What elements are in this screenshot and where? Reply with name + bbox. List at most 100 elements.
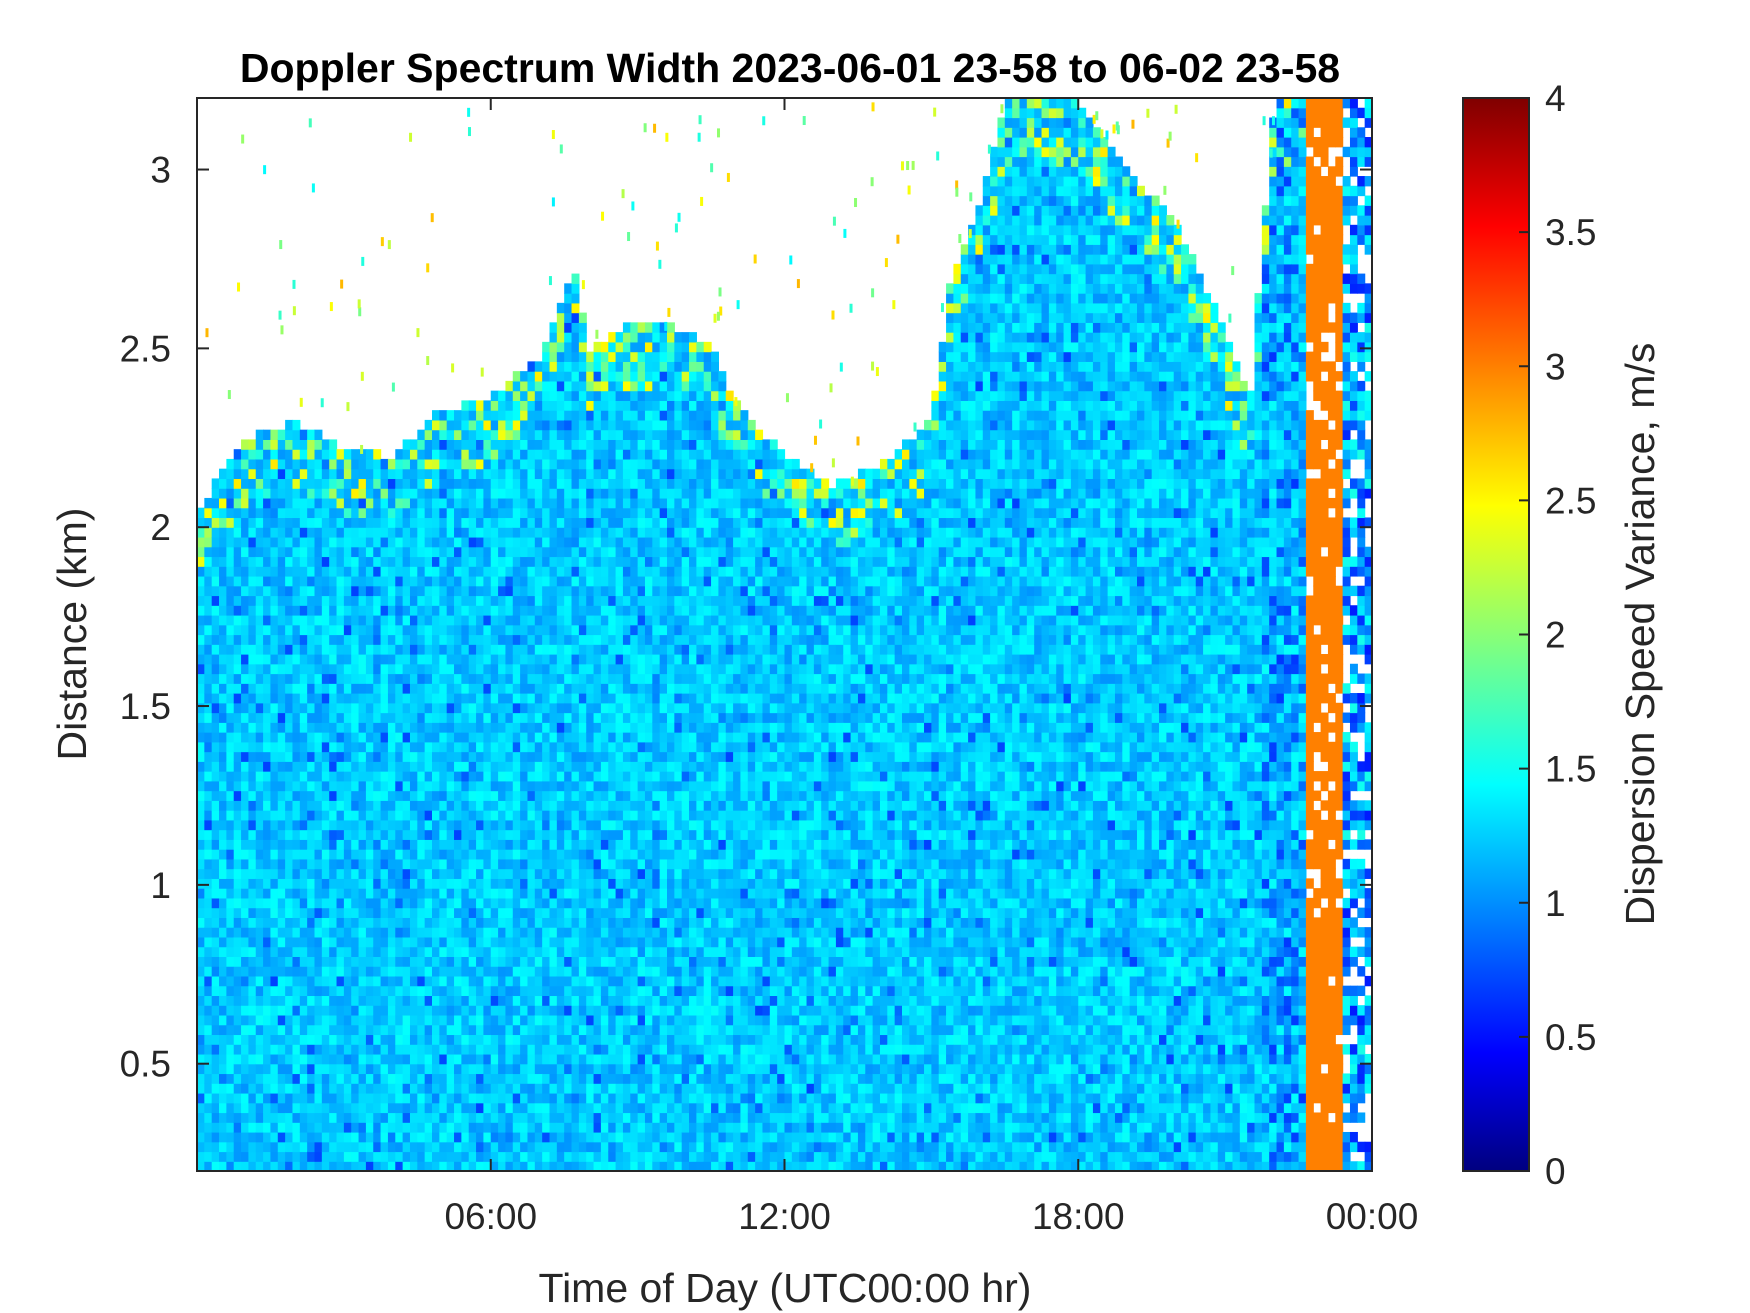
heatmap-cell bbox=[402, 712, 411, 723]
heatmap-cell bbox=[527, 693, 536, 704]
heatmap-cell bbox=[615, 429, 624, 440]
heatmap-cell bbox=[432, 429, 440, 440]
heatmap-cell bbox=[622, 634, 631, 645]
heatmap-cell bbox=[622, 341, 631, 353]
heatmap-cell bbox=[549, 1034, 558, 1045]
heatmap-cell bbox=[564, 732, 573, 743]
heatmap-cell bbox=[329, 1092, 338, 1104]
heatmap-cell bbox=[512, 390, 521, 401]
heatmap-cell bbox=[593, 488, 602, 499]
heatmap-cell bbox=[321, 1034, 330, 1045]
heatmap-cell bbox=[483, 897, 492, 909]
heatmap-cell bbox=[461, 693, 470, 704]
heatmap-cell bbox=[263, 966, 272, 977]
heatmap-cell bbox=[512, 663, 521, 675]
heatmap-cell bbox=[593, 868, 602, 879]
heatmap-cell bbox=[299, 780, 308, 792]
heatmap-cell bbox=[321, 644, 330, 655]
heatmap-cell bbox=[556, 868, 565, 879]
heatmap-cell bbox=[483, 1053, 492, 1065]
heatmap-cell bbox=[578, 1102, 587, 1114]
heatmap-cell bbox=[571, 293, 580, 304]
heatmap-cell bbox=[608, 1161, 617, 1172]
heatmap-cell bbox=[255, 458, 264, 470]
heatmap-cell bbox=[593, 985, 602, 997]
heatmap-cell bbox=[314, 936, 323, 948]
heatmap-cell bbox=[644, 468, 653, 480]
heatmap-cell bbox=[321, 946, 330, 957]
heatmap-cell bbox=[483, 449, 492, 460]
heatmap-cell bbox=[586, 897, 595, 909]
heatmap-cell bbox=[490, 712, 499, 723]
heatmap-cell bbox=[226, 1053, 235, 1065]
heatmap-cell bbox=[380, 741, 389, 753]
heatmap-cell bbox=[468, 1122, 477, 1133]
heatmap-cell bbox=[630, 517, 639, 528]
heatmap-cell bbox=[659, 1112, 668, 1123]
heatmap-cell bbox=[226, 1063, 235, 1075]
heatmap-cell bbox=[578, 341, 587, 353]
heatmap-cell bbox=[424, 624, 433, 636]
heatmap-cell bbox=[343, 1083, 352, 1094]
heatmap-cell bbox=[578, 322, 587, 333]
heatmap-cell bbox=[476, 654, 484, 665]
heatmap-cell bbox=[314, 1014, 323, 1026]
heatmap-cell bbox=[498, 419, 507, 431]
heatmap-cell bbox=[233, 712, 242, 723]
heatmap-cell bbox=[439, 1014, 448, 1026]
heatmap-cell bbox=[424, 751, 433, 762]
heatmap-cell bbox=[439, 1102, 448, 1114]
heatmap-cell bbox=[622, 663, 631, 675]
heatmap-cell bbox=[402, 966, 411, 977]
heatmap-cell bbox=[446, 888, 455, 899]
heatmap-cell bbox=[307, 566, 316, 577]
heatmap-cell bbox=[644, 966, 653, 977]
heatmap-cell bbox=[549, 849, 558, 860]
heatmap-cell bbox=[608, 1131, 617, 1143]
heatmap-cell bbox=[204, 878, 213, 889]
heatmap-cell bbox=[512, 712, 521, 723]
heatmap-cell bbox=[387, 702, 396, 714]
heatmap-cell bbox=[270, 624, 279, 636]
heatmap-cell bbox=[520, 683, 529, 694]
heatmap-cell bbox=[446, 468, 455, 480]
heatmap-cell bbox=[630, 1092, 639, 1104]
heatmap-cell bbox=[204, 1014, 213, 1026]
heatmap-cell bbox=[498, 614, 507, 626]
heatmap-cell bbox=[556, 556, 565, 567]
heatmap-cell bbox=[512, 1005, 521, 1016]
heatmap-cell bbox=[490, 614, 499, 626]
heatmap-cell bbox=[615, 1141, 624, 1153]
heatmap-cell bbox=[402, 956, 411, 967]
heatmap-cell bbox=[233, 858, 242, 870]
heatmap-cell bbox=[432, 624, 440, 636]
heatmap-cell bbox=[277, 751, 286, 762]
heatmap-cell bbox=[534, 1083, 543, 1094]
heatmap-cell bbox=[277, 780, 286, 792]
heatmap-cell bbox=[226, 732, 235, 743]
heatmap-cell bbox=[593, 975, 602, 987]
heatmap-cell bbox=[608, 985, 617, 997]
heatmap-cell bbox=[549, 624, 558, 636]
heatmap-cell bbox=[556, 800, 565, 811]
heatmap-cell bbox=[527, 566, 536, 577]
heatmap-cell bbox=[204, 917, 213, 928]
heatmap-cell bbox=[520, 419, 529, 431]
heatmap-cell bbox=[211, 585, 220, 597]
heatmap-cell bbox=[365, 575, 374, 587]
heatmap-cell bbox=[197, 780, 205, 792]
heatmap-cell bbox=[299, 732, 308, 743]
heatmap-cell bbox=[505, 878, 514, 889]
heatmap-cell bbox=[204, 566, 213, 577]
heatmap-cell bbox=[637, 849, 646, 860]
heatmap-cell bbox=[637, 966, 646, 977]
heatmap-cell bbox=[358, 878, 367, 889]
heatmap-cell bbox=[476, 693, 484, 704]
heatmap-cell bbox=[652, 985, 661, 997]
heatmap-cell bbox=[321, 849, 330, 860]
heatmap-cell bbox=[652, 644, 661, 655]
heatmap-cell bbox=[197, 858, 205, 870]
heatmap-cell bbox=[255, 771, 264, 782]
heatmap-cell bbox=[644, 897, 653, 909]
heatmap-cell bbox=[520, 868, 529, 879]
